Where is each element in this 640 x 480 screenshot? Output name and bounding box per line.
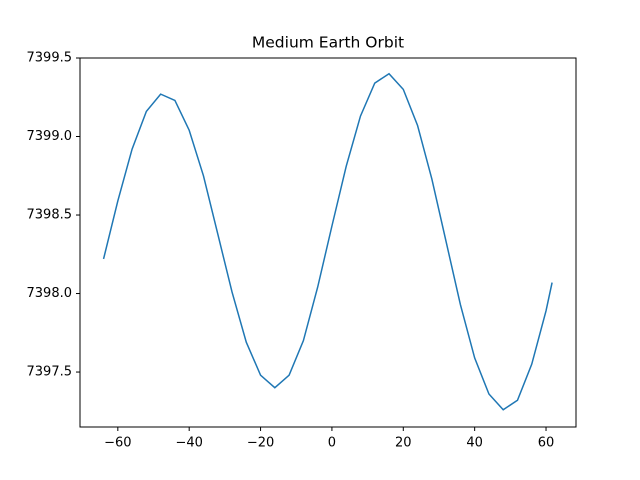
x-tick-label: −20 — [247, 436, 274, 451]
x-tick-label: −60 — [104, 436, 131, 451]
y-tick-label: 7397.5 — [27, 365, 73, 380]
x-tick-label: 60 — [538, 436, 555, 451]
x-tick-label: −40 — [175, 436, 202, 451]
line-series — [102, 72, 553, 411]
y-tick-label: 7399.5 — [27, 51, 73, 66]
x-tick-label: 20 — [395, 436, 412, 451]
chart-title: Medium Earth Orbit — [252, 34, 404, 52]
axes-frame — [79, 57, 577, 428]
y-tick-label: 7398.0 — [27, 286, 73, 301]
x-tick-label: 40 — [466, 436, 483, 451]
x-tick-label: 0 — [328, 436, 336, 451]
y-tick-label: 7399.0 — [27, 129, 73, 144]
y-tick-label: 7398.5 — [27, 208, 73, 223]
